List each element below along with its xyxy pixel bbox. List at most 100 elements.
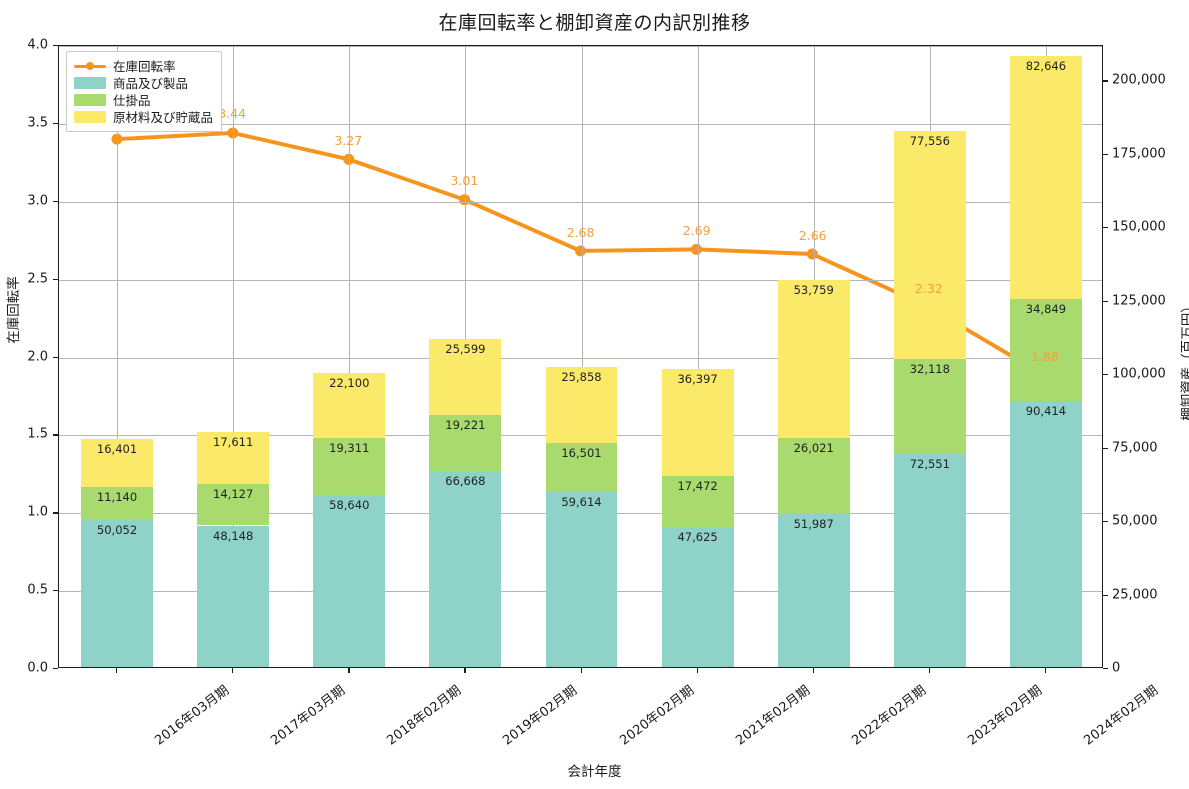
bar-segment-value-label: 53,759 [793, 282, 834, 297]
bar-segment[interactable]: 82,646 [1009, 56, 1082, 299]
bar-segment[interactable]: 66,668 [429, 471, 502, 667]
bar-group[interactable]: 90,414 34,849 82,646 [1009, 44, 1082, 667]
bar-group[interactable]: 58,640 19,311 22,100 [313, 44, 386, 667]
legend-item[interactable]: 在庫回転率 [74, 57, 213, 74]
bar-segment-value-label: 17,611 [213, 435, 254, 450]
bar-segment[interactable]: 34,849 [1009, 298, 1082, 402]
bar-segment[interactable]: 47,625 [661, 527, 734, 667]
y-axis-right-tick-mark [1103, 668, 1108, 670]
y-axis-right-tick-label: 0 [1112, 660, 1121, 676]
bar-segment[interactable]: 53,759 [777, 279, 850, 438]
line-value-label: 1.88 [1031, 349, 1059, 365]
legend-item-label: 仕掛品 [113, 93, 151, 108]
y-axis-left-tick-mark [53, 200, 58, 203]
y-axis-left-tick-mark [53, 668, 58, 670]
y-axis-left-tick-label: 0.5 [27, 582, 48, 598]
x-axis-tick-label: 2022年02月期 [848, 683, 929, 749]
x-axis-tick-mark [116, 668, 118, 673]
y-axis-right-tick-mark [1103, 594, 1108, 596]
bar-segment[interactable]: 22,100 [313, 372, 386, 438]
y-axis-right-tick-label: 100,000 [1112, 366, 1166, 382]
y-axis-left-tick-label: 3.5 [27, 115, 48, 131]
bar-segment-value-label: 19,311 [329, 440, 370, 455]
bar-segment-value-label: 90,414 [1025, 404, 1067, 419]
y-axis-left-tick-label: 0.0 [27, 660, 48, 676]
x-axis-tick-label: 2018年02月期 [384, 683, 465, 749]
legend-item[interactable]: 仕掛品 [74, 91, 213, 108]
gridline-vertical [233, 46, 235, 667]
bar-segment-value-label: 32,118 [909, 362, 950, 377]
line-marker[interactable] [343, 153, 355, 165]
gridline-horizontal [59, 201, 1102, 203]
line-value-label: 2.32 [914, 280, 943, 296]
gridline-vertical [697, 46, 699, 667]
bar-group[interactable]: 72,551 32,118 77,556 [893, 44, 966, 667]
line-value-label: 2.69 [682, 223, 711, 239]
chart-title: 在庫回転率と棚卸資産の内訳別推移 [438, 12, 751, 34]
x-axis-tick-label: 2016年03月期 [152, 683, 233, 749]
bar-segment[interactable]: 36,397 [661, 368, 734, 476]
bar-segment-value-label: 47,625 [677, 530, 718, 545]
gridline-horizontal [59, 46, 1102, 47]
bar-group[interactable]: 48,148 14,127 17,611 [197, 44, 270, 667]
bar-segment[interactable]: 48,148 [197, 525, 270, 667]
bar-segment[interactable]: 59,614 [545, 491, 618, 667]
bar-segment-value-label: 77,556 [909, 134, 950, 149]
y-axis-right-tick-label: 175,000 [1112, 146, 1166, 162]
bar-segment[interactable]: 32,118 [893, 359, 966, 454]
gridline-horizontal [59, 357, 1102, 359]
bar-segment[interactable]: 16,401 [81, 438, 154, 488]
legend-item[interactable]: 商品及び製品 [74, 74, 213, 91]
y-axis-right-tick-mark [1103, 521, 1108, 523]
line-marker[interactable] [806, 248, 818, 260]
bar-group[interactable]: 47,625 17,472 36,397 [661, 44, 734, 667]
bar-segment-value-label: 25,858 [561, 370, 602, 385]
bar-segment[interactable]: 58,640 [313, 494, 386, 667]
bar-segment-value-label: 58,640 [329, 497, 370, 512]
bar-segment-value-label: 14,127 [213, 486, 254, 501]
x-axis-tick-label: 2021年02月期 [732, 683, 813, 749]
line-marker[interactable] [690, 243, 702, 255]
y-axis-left-tick-label: 4.0 [27, 37, 48, 53]
bar-segment[interactable]: 50,052 [81, 519, 154, 667]
y-axis-right-tick-mark [1103, 227, 1108, 229]
y-axis-left-label: 在庫回転率 [6, 276, 22, 344]
y-axis-left-tick-mark [53, 512, 58, 514]
bar-segment[interactable]: 26,021 [777, 437, 850, 515]
bar-segment-value-label: 17,472 [677, 478, 718, 493]
y-axis-right-tick-label: 200,000 [1112, 72, 1166, 88]
legend-item-label: 商品及び製品 [113, 76, 189, 91]
bar-group[interactable]: 50,052 11,140 16,401 [81, 44, 154, 667]
y-axis-left-tick-mark [53, 278, 58, 280]
legend-item[interactable]: 原材料及び貯蔵品 [74, 108, 213, 125]
bar-segment[interactable]: 19,311 [313, 437, 386, 495]
bar-segment[interactable]: 16,501 [545, 443, 618, 492]
bar-segment[interactable]: 51,987 [777, 514, 850, 667]
bar-segment[interactable]: 72,551 [893, 453, 966, 667]
line-marker[interactable] [227, 127, 239, 139]
line-marker[interactable] [575, 245, 586, 257]
y-axis-right-tick-label: 25,000 [1112, 587, 1158, 603]
line-value-label: 2.68 [566, 224, 595, 240]
bar-group[interactable]: 66,668 19,221 25,599 [429, 44, 502, 667]
bar-segment[interactable]: 25,858 [545, 367, 618, 444]
y-axis-right-tick-mark [1103, 80, 1108, 82]
bar-segment[interactable]: 19,221 [429, 414, 502, 472]
bar-segment-value-label: 19,221 [445, 417, 486, 432]
bar-segment[interactable]: 77,556 [893, 131, 966, 360]
y-axis-right-tick-label: 125,000 [1112, 293, 1166, 309]
bar-group[interactable]: 51,987 26,021 53,759 [777, 44, 850, 667]
bar-segment-value-label: 34,849 [1025, 301, 1067, 316]
bar-segment-value-label: 26,021 [793, 440, 834, 455]
bar-segment[interactable]: 11,140 [81, 487, 154, 520]
bar-segment[interactable]: 90,414 [1009, 401, 1082, 667]
y-axis-right-tick-label: 75,000 [1112, 440, 1158, 456]
bar-segment[interactable]: 14,127 [197, 483, 270, 526]
line-marker[interactable] [111, 133, 123, 145]
bar-segment[interactable]: 17,472 [661, 475, 734, 528]
bar-segment[interactable]: 17,611 [197, 432, 270, 484]
y-axis-right-tick-mark [1103, 374, 1108, 376]
bar-group[interactable]: 59,614 16,501 25,858 [545, 44, 618, 667]
bar-segment[interactable]: 25,599 [429, 339, 502, 415]
legend-item-label: 在庫回転率 [113, 59, 176, 74]
